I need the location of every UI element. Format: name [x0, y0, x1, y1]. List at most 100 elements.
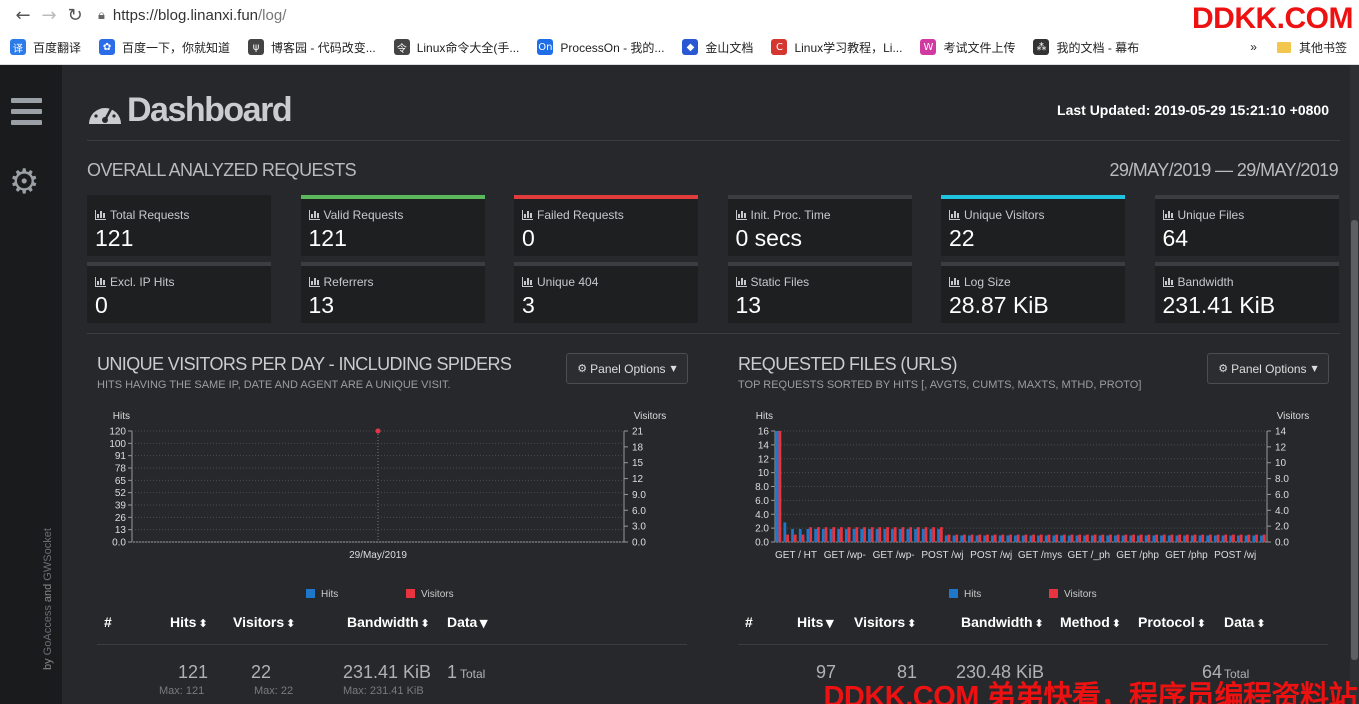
bookmarks-more[interactable]: » 其他书签 — [1250, 39, 1347, 56]
visitors-bar[interactable] — [816, 527, 820, 542]
hits-bar[interactable] — [775, 431, 779, 542]
hits-bar[interactable] — [1021, 535, 1025, 542]
visitors-bar[interactable] — [963, 534, 966, 542]
bookmark-item[interactable]: 令 Linux命令大全(手... — [393, 39, 519, 56]
hits-bar[interactable] — [821, 528, 825, 542]
sort-icon[interactable]: ⬍ — [1111, 617, 1121, 630]
visitors-bar[interactable] — [809, 527, 813, 542]
hits-bar[interactable] — [860, 528, 864, 542]
visitors-bar[interactable] — [1155, 534, 1158, 542]
visitors-bar[interactable] — [901, 527, 905, 542]
sort-desc-icon[interactable]: ▼ — [825, 617, 834, 630]
hits-bar[interactable] — [1152, 535, 1156, 542]
hits-bar[interactable] — [791, 528, 794, 542]
hits-bar[interactable] — [1175, 535, 1179, 542]
visitors-bar[interactable] — [1101, 534, 1105, 542]
hits-bar[interactable] — [1221, 535, 1225, 542]
files-panel-options-button[interactable]: ⚙ Panel Options ▼ — [1207, 353, 1329, 384]
hits-bar[interactable] — [1129, 535, 1133, 542]
visitors-bar[interactable] — [1193, 534, 1197, 542]
visitors-bar[interactable] — [1116, 534, 1120, 542]
hits-bar[interactable] — [1213, 535, 1217, 542]
hits-bar[interactable] — [1244, 535, 1248, 542]
visitors-bar[interactable] — [1047, 534, 1051, 542]
visitors-bar[interactable] — [832, 527, 836, 542]
hits-bar[interactable] — [998, 535, 1002, 542]
gear-icon[interactable]: ⚙ — [9, 162, 40, 202]
sort-icon[interactable]: ⬍ — [1256, 617, 1266, 630]
hits-bar[interactable] — [1183, 535, 1186, 542]
hits-bar[interactable] — [1252, 535, 1256, 542]
hits-bar[interactable] — [1014, 535, 1017, 542]
visitors-bar[interactable] — [1039, 534, 1043, 542]
hits-bar[interactable] — [1160, 535, 1163, 542]
visitors-bar[interactable] — [840, 527, 843, 542]
visitors-bar[interactable] — [924, 527, 928, 542]
goaccess-link[interactable]: GoAccess — [42, 605, 54, 656]
visitors-bar[interactable] — [1024, 534, 1028, 542]
visitors-bar[interactable] — [1162, 534, 1166, 542]
visitors-bar[interactable] — [916, 527, 920, 542]
hits-bar[interactable] — [1098, 535, 1102, 542]
visitors-bar[interactable] — [1147, 534, 1151, 542]
hits-bar[interactable] — [944, 535, 948, 542]
hits-bar[interactable] — [1229, 535, 1233, 542]
visitors-bar[interactable] — [847, 527, 851, 542]
hits-bar[interactable] — [1037, 535, 1040, 542]
visitors-bar[interactable] — [886, 527, 889, 542]
hits-bar[interactable] — [991, 535, 994, 542]
visitors-bar[interactable] — [939, 527, 943, 542]
column-header[interactable]: Method ⬍ — [1060, 614, 1121, 630]
visitors-bar[interactable] — [1178, 534, 1182, 542]
hits-bar[interactable] — [1190, 535, 1194, 542]
bookmark-item[interactable]: 译百度翻译 — [10, 39, 81, 56]
bookmark-item[interactable]: ◆ 金山文档 — [682, 39, 753, 56]
hits-bar[interactable] — [1206, 535, 1210, 542]
forward-icon[interactable]: → — [41, 4, 57, 26]
visitors-bar[interactable] — [1093, 534, 1097, 542]
hits-bar[interactable] — [1052, 535, 1056, 542]
reload-icon[interactable]: ↻ — [67, 4, 83, 26]
visitors-bar[interactable] — [986, 534, 989, 542]
hits-bar[interactable] — [1090, 535, 1094, 542]
bookmark-item[interactable]: ⁂ 我的文档 - 幕布 — [1033, 39, 1139, 56]
bookmark-item[interactable]: On ProcessOn - 我的... — [537, 39, 664, 56]
visitors-bar[interactable] — [993, 534, 997, 542]
hits-bar[interactable] — [1060, 535, 1063, 542]
hits-bar[interactable] — [914, 528, 917, 542]
sort-icon[interactable]: ⬍ — [198, 617, 208, 630]
visitors-bar[interactable] — [1185, 534, 1189, 542]
column-header[interactable]: Bandwidth ⬍ — [347, 614, 430, 630]
sort-icon[interactable]: ⬍ — [286, 617, 296, 630]
back-icon[interactable]: ← — [15, 4, 31, 26]
hits-bar[interactable] — [1029, 535, 1033, 542]
visitors-bar[interactable] — [1262, 534, 1266, 542]
visitors-bar[interactable] — [1062, 534, 1066, 542]
visitors-bar[interactable] — [978, 534, 982, 542]
visitors-bar[interactable] — [1139, 534, 1143, 542]
column-header[interactable]: Data ⬍ — [1224, 614, 1266, 630]
hits-bar[interactable] — [883, 528, 887, 542]
visitors-bar[interactable] — [1170, 534, 1174, 542]
hits-bar[interactable] — [1198, 535, 1202, 542]
visitors-bar[interactable] — [801, 534, 805, 542]
more-bookmarks-icon[interactable]: » — [1250, 40, 1257, 54]
bookmark-item[interactable]: C Linux学习教程，Li... — [771, 39, 902, 56]
hits-bar[interactable] — [837, 528, 841, 542]
sort-icon[interactable]: ⬍ — [1196, 617, 1206, 630]
sort-icon[interactable]: ⬍ — [907, 617, 917, 630]
sort-desc-icon[interactable]: ▼ — [479, 617, 488, 630]
visitors-panel-options-button[interactable]: ⚙ Panel Options ▼ — [566, 353, 688, 384]
column-header[interactable]: Hits ▼ — [797, 614, 834, 630]
visitors-bar[interactable] — [1209, 534, 1212, 542]
hits-bar[interactable] — [1083, 535, 1087, 542]
visitors-bar[interactable] — [1016, 534, 1020, 542]
visitors-bar[interactable] — [793, 534, 797, 542]
visitors-bar[interactable] — [947, 534, 951, 542]
hits-bar[interactable] — [1237, 535, 1240, 542]
hits-bar[interactable] — [852, 528, 856, 542]
scrollbar-thumb[interactable] — [1351, 220, 1358, 660]
column-header[interactable]: Data ▼ — [447, 614, 488, 630]
hits-bar[interactable] — [868, 528, 871, 542]
hits-bar[interactable] — [1044, 535, 1048, 542]
